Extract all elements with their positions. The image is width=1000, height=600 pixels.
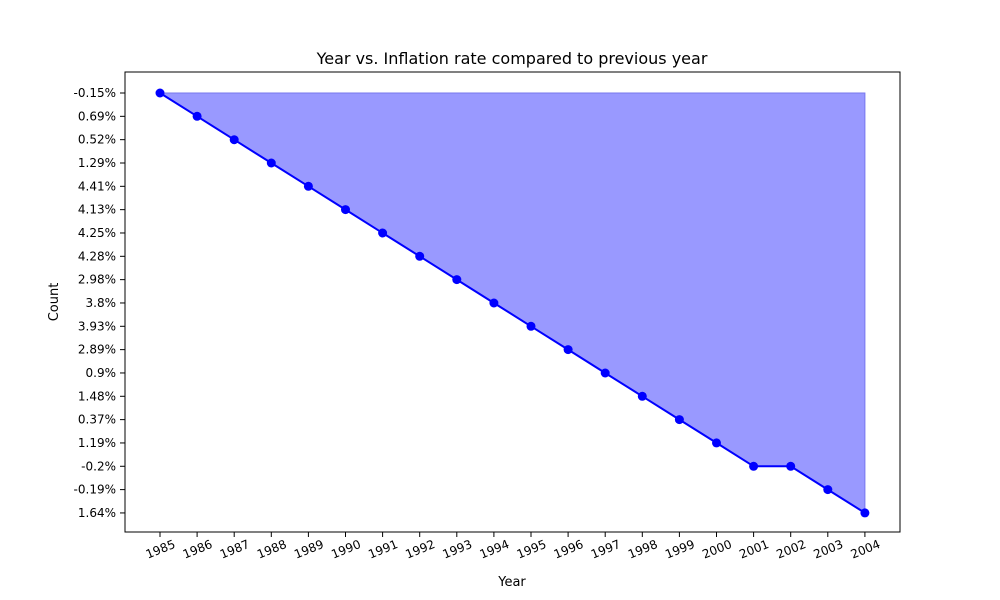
x-tick-label: 1990 <box>329 537 363 561</box>
data-point-2001 <box>749 461 759 471</box>
y-tick-label: 4.25% <box>78 226 116 240</box>
x-tick-label: 2004 <box>849 537 883 561</box>
x-tick-label: 1985 <box>144 537 178 561</box>
x-tick-label: 1997 <box>589 537 623 561</box>
data-point-1990 <box>341 205 350 215</box>
y-tick-label: 3.93% <box>78 319 116 333</box>
area-fill <box>158 92 866 514</box>
x-axis-label: Year <box>497 575 526 590</box>
x-tick-label: 2000 <box>700 537 734 561</box>
data-point-1985 <box>155 88 165 98</box>
data-point-1993 <box>452 275 462 285</box>
data-point-2003 <box>823 485 833 495</box>
x-tick-label: 1995 <box>515 537 549 561</box>
y-tick-label: -0.2% <box>81 459 116 473</box>
y-tick-label: 2.89% <box>78 343 116 357</box>
x-tick-label: 1992 <box>403 537 437 561</box>
y-tick-label: 1.64% <box>78 506 116 520</box>
data-point-2002 <box>786 461 796 471</box>
data-point-1988 <box>266 158 276 168</box>
x-axis: 1985 1986 1987 1988 1989 1990 1991 1992 1993 1994… <box>144 532 882 562</box>
data-point-1987 <box>229 135 239 145</box>
x-tick-label: 1993 <box>441 537 475 561</box>
y-axis: -0.15% 0.69% 0.52% 1.29% 4.41% 4.13% 4.25% 4.28… <box>74 86 125 520</box>
data-point-2000 <box>712 438 721 448</box>
data-point-1995 <box>526 321 536 331</box>
data-point-2004 <box>860 508 870 518</box>
y-axis-label: Count <box>47 283 62 322</box>
y-tick-label: 0.37% <box>78 413 116 427</box>
plot-area <box>155 88 870 518</box>
x-tick-label: 1998 <box>626 537 660 561</box>
x-tick-label: 1987 <box>218 537 252 561</box>
y-tick-label: 4.28% <box>78 249 116 263</box>
y-tick-label: 3.8% <box>86 296 117 310</box>
y-tick-label: 0.69% <box>78 109 116 123</box>
data-point-1991 <box>378 228 388 238</box>
data-point-1998 <box>637 391 647 401</box>
data-point-1994 <box>489 298 499 308</box>
chart-title: Year vs. Inflation rate compared to prev… <box>316 49 708 68</box>
y-tick-label: 4.13% <box>78 203 116 217</box>
y-tick-label: -0.15% <box>74 86 116 100</box>
x-tick-label: 1986 <box>181 537 215 561</box>
data-point-1999 <box>674 415 684 425</box>
y-tick-label: 0.9% <box>86 366 117 380</box>
x-tick-label: 1999 <box>663 537 697 561</box>
x-tick-label: 2002 <box>774 537 808 561</box>
data-point-1989 <box>303 181 313 191</box>
x-tick-label: 1994 <box>478 537 512 561</box>
x-tick-label: 1989 <box>292 537 326 561</box>
x-tick-label: 2003 <box>812 537 846 561</box>
y-tick-label: 0.52% <box>78 133 116 147</box>
y-tick-label: 1.19% <box>78 436 116 450</box>
x-tick-label: 1988 <box>255 537 289 561</box>
series-line <box>159 92 866 514</box>
x-tick-label: 2001 <box>737 537 771 561</box>
y-tick-label: 2.98% <box>78 273 116 287</box>
plot-frame <box>124 71 901 533</box>
y-tick-label: 4.41% <box>78 179 116 193</box>
y-tick-label: 1.29% <box>78 156 116 170</box>
data-point-1997 <box>600 368 610 378</box>
x-tick-label: 1996 <box>552 537 586 561</box>
x-tick-label: 1991 <box>366 537 400 561</box>
y-tick-label: 1.48% <box>78 389 116 403</box>
y-tick-label: -0.19% <box>74 483 116 497</box>
data-point-1992 <box>415 251 425 261</box>
data-point-1996 <box>563 345 573 355</box>
data-point-1986 <box>192 111 202 121</box>
